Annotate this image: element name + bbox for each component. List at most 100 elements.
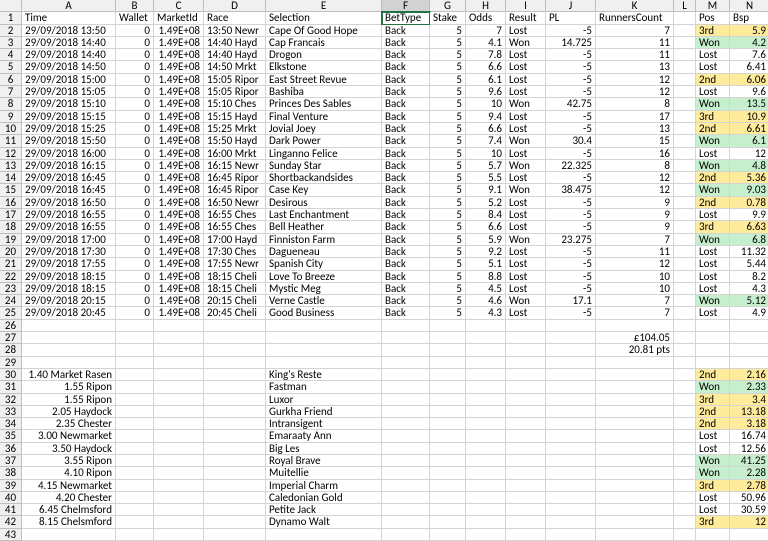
cell-L41[interactable] (674, 504, 696, 516)
cell-G37[interactable] (430, 455, 466, 467)
header-cell-Race[interactable]: Race (204, 12, 266, 24)
cell-G2[interactable]: 5 (430, 25, 466, 37)
row-header-3[interactable]: 3 (0, 37, 22, 49)
cell-B9[interactable]: 0 (116, 111, 154, 123)
cell-I21[interactable]: Lost (506, 258, 546, 270)
cell-I40[interactable] (506, 492, 546, 504)
cell-F2[interactable]: Back (382, 25, 430, 37)
cell-B43[interactable] (116, 529, 154, 541)
cell-I32[interactable] (506, 394, 546, 406)
cell-H10[interactable]: 6.6 (466, 123, 506, 135)
cell-H18[interactable]: 6.6 (466, 221, 506, 233)
cell-E11[interactable]: Dark Power (266, 135, 382, 147)
cell-M6[interactable]: 2nd (696, 74, 730, 86)
cell-G21[interactable]: 5 (430, 258, 466, 270)
cell-J9[interactable]: -5 (546, 111, 596, 123)
cell-C33[interactable] (154, 406, 204, 418)
cell-L18[interactable] (674, 221, 696, 233)
cell-F22[interactable]: Back (382, 271, 430, 283)
cell-N9[interactable]: 10.9 (730, 111, 768, 123)
cell-F25[interactable]: Back (382, 307, 430, 319)
cell-I9[interactable]: Lost (506, 111, 546, 123)
cell-N38[interactable]: 2.28 (730, 467, 768, 479)
cell-J4[interactable]: -5 (546, 49, 596, 61)
cell-M28[interactable] (696, 344, 730, 356)
cell-G43[interactable] (430, 529, 466, 541)
cell-L33[interactable] (674, 406, 696, 418)
cell-A7[interactable]: 29/09/2018 15:05 (22, 86, 116, 98)
header-cell-Time[interactable]: Time (22, 12, 116, 24)
row-header-32[interactable]: 32 (0, 394, 22, 406)
row-header-4[interactable]: 4 (0, 49, 22, 61)
cell-H40[interactable] (466, 492, 506, 504)
cell-H43[interactable] (466, 529, 506, 541)
cell-A4[interactable]: 29/09/2018 14:40 (22, 49, 116, 61)
cell-G39[interactable] (430, 480, 466, 492)
cell-H38[interactable] (466, 467, 506, 479)
cell-N11[interactable]: 6.1 (730, 135, 768, 147)
cell-L30[interactable] (674, 369, 696, 381)
cell-N17[interactable]: 9.9 (730, 209, 768, 221)
cell-K41[interactable] (596, 504, 674, 516)
cell-I28[interactable] (506, 344, 546, 356)
cell-A40[interactable]: 4.20 Chester (22, 492, 116, 504)
cell-M29[interactable] (696, 357, 730, 369)
cell-N33[interactable]: 13.18 (730, 406, 768, 418)
cell-E34[interactable]: Intransigent (266, 418, 382, 430)
cell-A6[interactable]: 29/09/2018 15:00 (22, 74, 116, 86)
cell-M40[interactable]: Lost (696, 492, 730, 504)
cell-D19[interactable]: 17:00 Hayd (204, 234, 266, 246)
cell-L19[interactable] (674, 234, 696, 246)
cell-M25[interactable]: Lost (696, 307, 730, 319)
cell-A8[interactable]: 29/09/2018 15:10 (22, 98, 116, 110)
cell-A29[interactable] (22, 357, 116, 369)
cell-M34[interactable]: 2nd (696, 418, 730, 430)
cell-H8[interactable]: 10 (466, 98, 506, 110)
row-header-22[interactable]: 22 (0, 271, 22, 283)
cell-C10[interactable]: 1.49E+08 (154, 123, 204, 135)
col-header-I[interactable]: I (506, 0, 546, 12)
cell-A41[interactable]: 6.45 Chelmsford (22, 504, 116, 516)
cell-B7[interactable]: 0 (116, 86, 154, 98)
cell-F5[interactable]: Back (382, 61, 430, 73)
cell-I14[interactable]: Lost (506, 172, 546, 184)
cell-H3[interactable]: 4.1 (466, 37, 506, 49)
cell-L26[interactable] (674, 320, 696, 332)
cell-K36[interactable] (596, 443, 674, 455)
header-cell-Odds[interactable]: Odds (466, 12, 506, 24)
cell-J40[interactable] (546, 492, 596, 504)
cell-C28[interactable] (154, 344, 204, 356)
cell-J15[interactable]: 38.475 (546, 184, 596, 196)
cell-J13[interactable]: 22.325 (546, 160, 596, 172)
cell-A19[interactable]: 29/09/2018 17:00 (22, 234, 116, 246)
cell-F38[interactable] (382, 467, 430, 479)
cell-A9[interactable]: 29/09/2018 15:15 (22, 111, 116, 123)
cell-C7[interactable]: 1.49E+08 (154, 86, 204, 98)
cell-L6[interactable] (674, 74, 696, 86)
cell-N34[interactable]: 3.18 (730, 418, 768, 430)
cell-F35[interactable] (382, 430, 430, 442)
cell-M39[interactable]: 3rd (696, 480, 730, 492)
row-header-37[interactable]: 37 (0, 455, 22, 467)
cell-E30[interactable]: King's Reste (266, 369, 382, 381)
cell-K11[interactable]: 15 (596, 135, 674, 147)
cell-C8[interactable]: 1.49E+08 (154, 98, 204, 110)
cell-M38[interactable]: Won (696, 467, 730, 479)
cell-N6[interactable]: 6.06 (730, 74, 768, 86)
cell-H13[interactable]: 5.7 (466, 160, 506, 172)
cell-F41[interactable] (382, 504, 430, 516)
cell-C24[interactable]: 1.49E+08 (154, 295, 204, 307)
cell-I41[interactable] (506, 504, 546, 516)
cell-C27[interactable] (154, 332, 204, 344)
cell-D25[interactable]: 20:45 Cheli (204, 307, 266, 319)
cell-E37[interactable]: Royal Brave (266, 455, 382, 467)
cell-D37[interactable] (204, 455, 266, 467)
cell-F23[interactable]: Back (382, 283, 430, 295)
cell-G33[interactable] (430, 406, 466, 418)
cell-A39[interactable]: 4.15 Newmarket (22, 480, 116, 492)
cell-E38[interactable]: Muitellie (266, 467, 382, 479)
cell-E36[interactable]: Big Les (266, 443, 382, 455)
cell-J36[interactable] (546, 443, 596, 455)
cell-D31[interactable] (204, 381, 266, 393)
row-header-23[interactable]: 23 (0, 283, 22, 295)
